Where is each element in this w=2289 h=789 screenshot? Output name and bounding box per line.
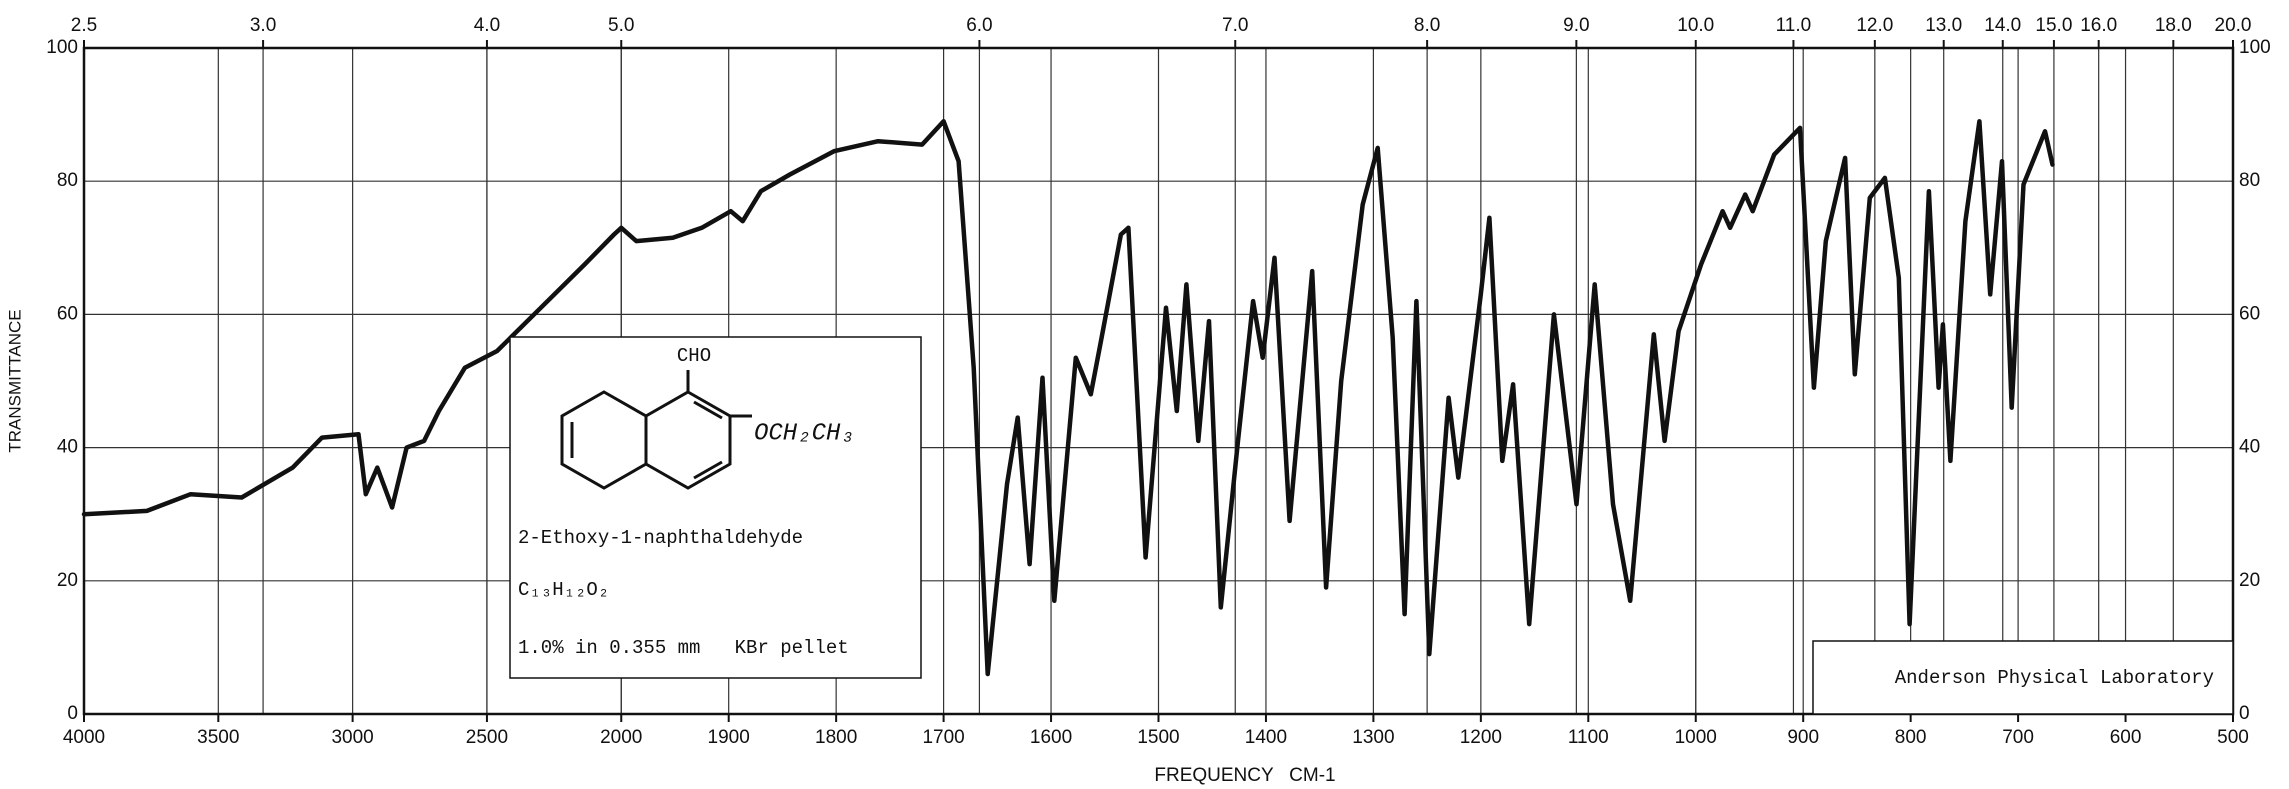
y-tick-label: 20 xyxy=(57,570,78,591)
x-tick-label: 1900 xyxy=(708,727,750,748)
x2-tick-label: 18.0 xyxy=(2155,15,2192,36)
x-tick-label: 1600 xyxy=(1030,727,1072,748)
y-tick-label: 40 xyxy=(57,437,78,458)
spectrum-line xyxy=(81,119,2055,677)
x2-tick-label: 3.0 xyxy=(250,15,276,36)
y-tick-label-right: 60 xyxy=(2239,303,2260,324)
structure-panel xyxy=(509,336,922,679)
y-tick-label: 100 xyxy=(46,37,78,58)
substituent-right: OCH₂CH₃ xyxy=(754,420,855,447)
y-tick-label-right: 100 xyxy=(2239,37,2271,58)
x2-tick-label: 2.5 xyxy=(71,15,97,36)
sample-note: 1.0% in 0.355 mm KBr pellet xyxy=(518,637,849,659)
x-tick-label: 900 xyxy=(1787,727,1819,748)
x-tick-label: 3500 xyxy=(197,727,239,748)
x-tick-label: 1000 xyxy=(1675,727,1717,748)
x2-tick-label: 6.0 xyxy=(966,15,992,36)
compound-name: 2-Ethoxy-1-naphthaldehyde xyxy=(518,527,803,549)
naphthalene-ring xyxy=(560,370,752,490)
y-tick-label: 60 xyxy=(57,303,78,324)
x-tick-label: 1400 xyxy=(1245,727,1287,748)
x2-tick-label: 5.0 xyxy=(608,15,634,36)
y-tick-label: 80 xyxy=(57,170,78,191)
spectrum xyxy=(81,119,2055,677)
x2-tick-label: 20.0 xyxy=(2215,15,2252,36)
y-axis-label: TRANSMITTANCE xyxy=(5,309,24,452)
x2-tick-label: 4.0 xyxy=(474,15,500,36)
lab-panel xyxy=(1812,640,2234,715)
x2-tick-label: 8.0 xyxy=(1414,15,1440,36)
x-tick-label: 1800 xyxy=(815,727,857,748)
x2-tick-label: 9.0 xyxy=(1563,15,1589,36)
x2-tick-label: 14.0 xyxy=(1984,15,2021,36)
x2-tick-label: 16.0 xyxy=(2080,15,2117,36)
x-axis-label: FREQUENCY CM-1 xyxy=(1154,765,1335,786)
x2-tick-label: 15.0 xyxy=(2035,15,2072,36)
x-tick-label: 2000 xyxy=(600,727,642,748)
x-tick-label: 2500 xyxy=(466,727,508,748)
x-tick-label: 1200 xyxy=(1460,727,1502,748)
structure-box: CHO OCH₂CH₃ 2-Ethoxy-1-naphthaldehyde C₁… xyxy=(509,336,922,679)
y-tick-label-right: 0 xyxy=(2239,703,2250,724)
x-tick-label: 3000 xyxy=(331,727,373,748)
y-tick-label-right: 20 xyxy=(2239,570,2260,591)
x-tick-label: 500 xyxy=(2217,727,2249,748)
lab-name: Anderson Physical Laboratory xyxy=(1895,667,2214,689)
x-tick-label: 1100 xyxy=(1568,727,1609,748)
x-tick-label: 1500 xyxy=(1137,727,1179,748)
y-tick-label: 0 xyxy=(67,703,78,724)
y-tick-label-right: 40 xyxy=(2239,437,2260,458)
lab-box: Anderson Physical Laboratory xyxy=(1812,640,2234,715)
x-tick-label: 1700 xyxy=(922,727,964,748)
x2-tick-label: 11.0 xyxy=(1776,15,1812,36)
x2-tick-label: 7.0 xyxy=(1222,15,1248,36)
x2-tick-label: 12.0 xyxy=(1856,15,1893,36)
formula: C₁₃H₁₂O₂ xyxy=(518,579,609,601)
x-tick-label: 4000 xyxy=(63,727,105,748)
substituent-top: CHO xyxy=(677,345,711,367)
y-tick-label-right: 80 xyxy=(2239,170,2260,191)
x2-tick-label: 13.0 xyxy=(1925,15,1962,36)
x2-tick-label: 10.0 xyxy=(1677,15,1714,36)
x-tick-label: 700 xyxy=(2002,727,2034,748)
x-tick-label: 800 xyxy=(1895,727,1927,748)
x-tick-label: 1300 xyxy=(1352,727,1394,748)
x-tick-label: 600 xyxy=(2110,727,2142,748)
